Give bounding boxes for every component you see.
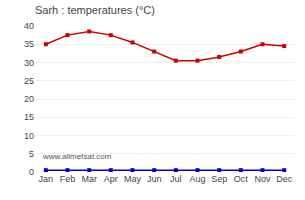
- svg-text:5: 5: [29, 149, 34, 159]
- svg-text:Oct: Oct: [234, 174, 249, 184]
- svg-text:Aug: Aug: [189, 174, 205, 184]
- svg-text:Jan: Jan: [39, 174, 54, 184]
- svg-text:Jul: Jul: [170, 174, 182, 184]
- svg-text:Sarh : temperatures (°C): Sarh : temperatures (°C): [35, 4, 155, 16]
- svg-text:10: 10: [24, 131, 34, 141]
- svg-text:Sep: Sep: [211, 174, 227, 184]
- svg-text:May: May: [124, 174, 142, 184]
- svg-text:Nov: Nov: [254, 174, 271, 184]
- svg-text:15: 15: [24, 112, 34, 122]
- svg-text:25: 25: [24, 76, 34, 86]
- svg-text:20: 20: [24, 94, 34, 104]
- svg-text:0: 0: [29, 167, 34, 177]
- svg-text:30: 30: [24, 58, 34, 68]
- svg-text:Jun: Jun: [147, 174, 162, 184]
- svg-text:40: 40: [24, 21, 34, 31]
- svg-text:Apr: Apr: [104, 174, 118, 184]
- svg-text:Dec: Dec: [276, 174, 293, 184]
- svg-text:Mar: Mar: [81, 174, 97, 184]
- svg-text:Feb: Feb: [60, 174, 76, 184]
- svg-text:www.allmetsat.com: www.allmetsat.com: [42, 152, 112, 161]
- svg-text:35: 35: [24, 39, 34, 49]
